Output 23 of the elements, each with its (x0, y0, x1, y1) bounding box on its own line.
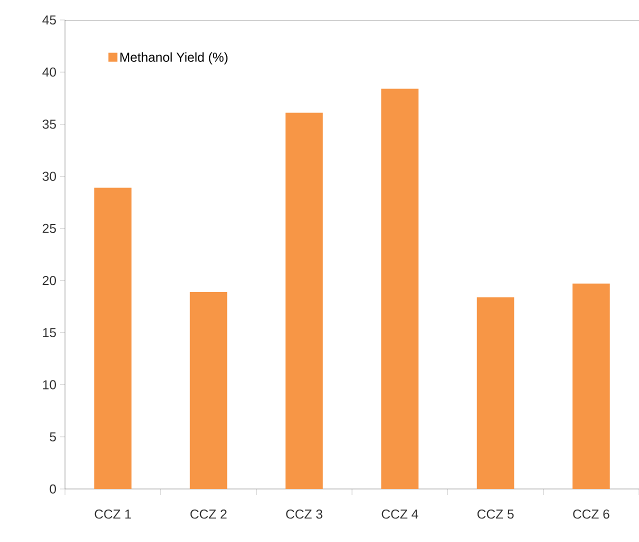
y-tick-label: 20 (42, 276, 56, 286)
x-tick-label: CCZ 4 (382, 510, 418, 519)
bar (94, 188, 132, 489)
x-tick-label: CCZ 1 (94, 510, 131, 519)
bar (190, 292, 228, 489)
bar (381, 88, 418, 489)
x-tick-label: CCZ 3 (286, 510, 322, 519)
y-tick-label: 5 (50, 432, 56, 442)
x-tick-label: CCZ 6 (573, 510, 610, 519)
bar (476, 297, 514, 489)
bar (572, 284, 610, 489)
y-tick-label: 45 (42, 15, 56, 24)
y-tick-label: 25 (42, 224, 56, 234)
y-tick-label: 0 (50, 484, 56, 494)
y-tick-label: 10 (43, 380, 56, 390)
y-tick-label: 15 (43, 328, 56, 338)
x-tick-label: CCZ 2 (190, 510, 227, 519)
y-tick-label: 40 (42, 68, 56, 77)
y-tick-label: 30 (42, 172, 56, 181)
x-tick-label: CCZ 5 (477, 510, 514, 519)
bar (286, 112, 323, 489)
y-tick-label: 35 (42, 120, 56, 129)
legend-label: Methanol Yield (%) (120, 52, 228, 64)
